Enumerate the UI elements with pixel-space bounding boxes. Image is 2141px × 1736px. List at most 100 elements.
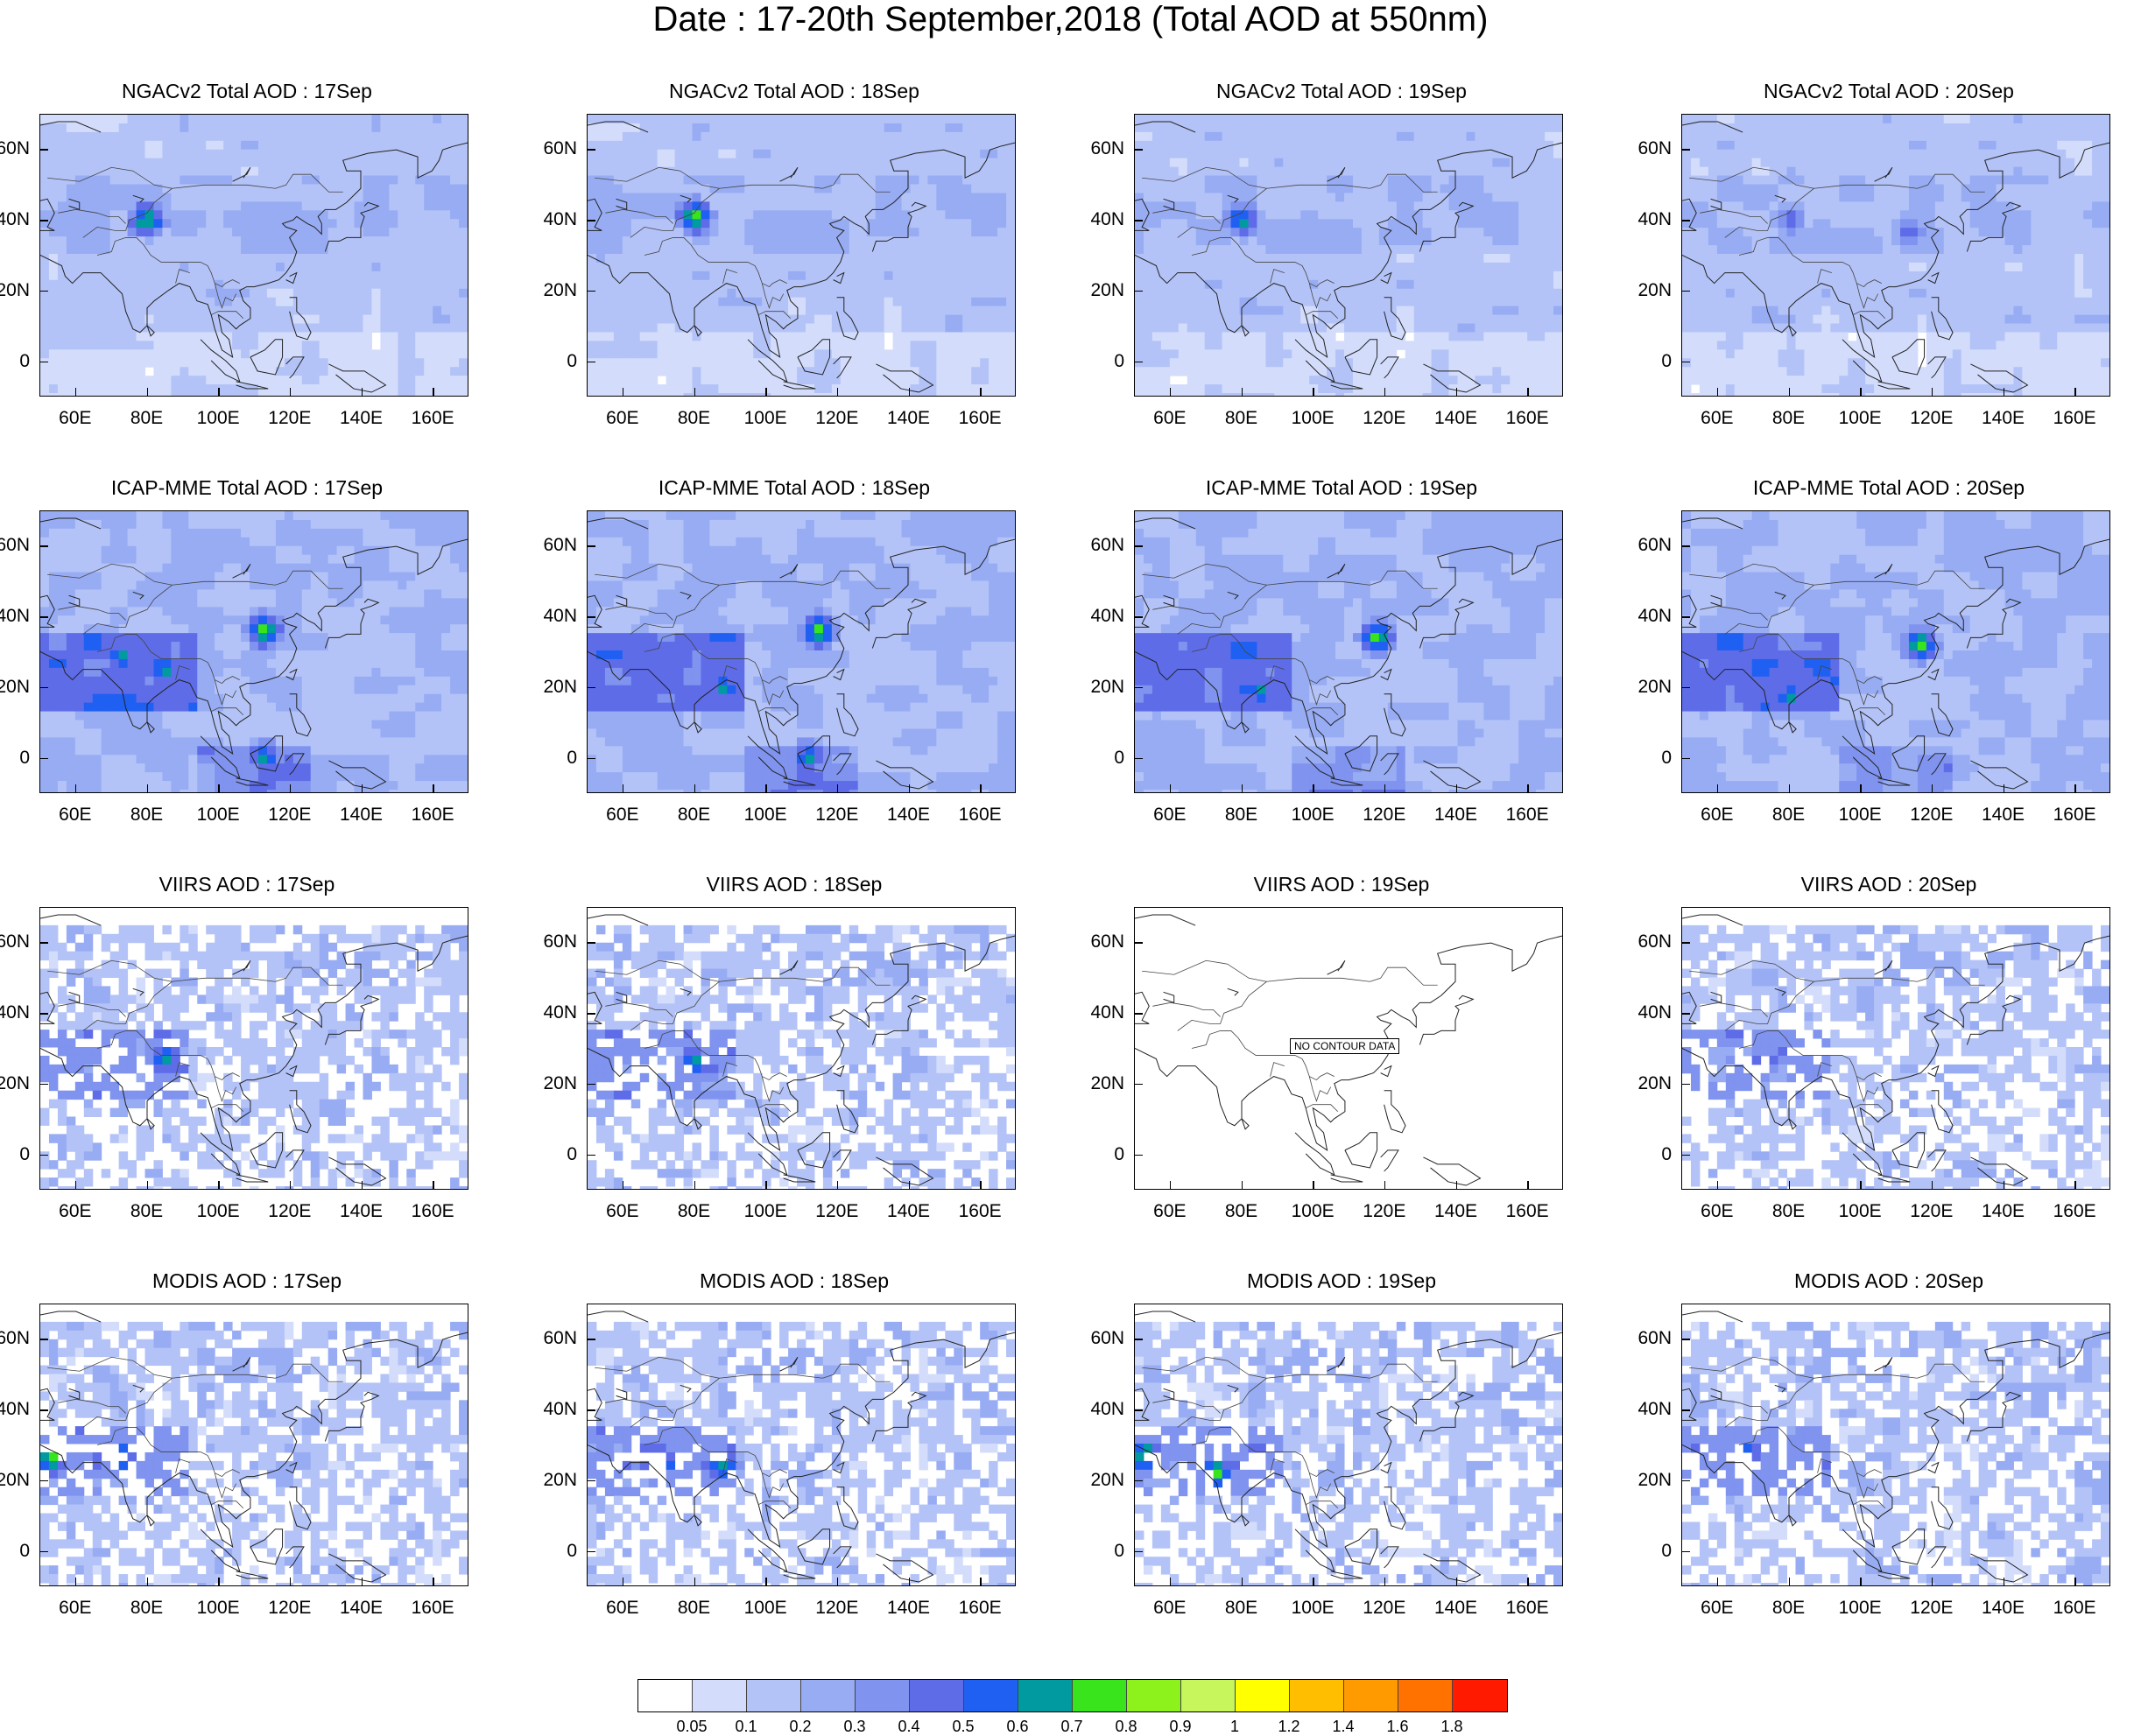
aod-cell: [649, 150, 658, 158]
aod-cell: [241, 254, 250, 263]
aod-cell: [919, 341, 927, 349]
aod-cell: [441, 324, 450, 333]
aod-cell: [1144, 393, 1152, 396]
aod-cell: [258, 376, 267, 384]
aod-cell: [337, 358, 346, 367]
aod-cell: [1318, 280, 1327, 289]
aod-cell: [605, 123, 614, 132]
aod-cell: [640, 150, 649, 158]
aod-cell: [927, 367, 936, 376]
aod-cell: [406, 115, 415, 123]
aod-cell: [806, 228, 814, 236]
aod-cell: [1265, 332, 1274, 341]
aod-cell: [1300, 193, 1309, 201]
aod-cell: [936, 219, 945, 228]
aod-cell: [1379, 332, 1388, 341]
aod-cell: [337, 245, 346, 254]
aod-cell: [849, 141, 858, 150]
aod-cell: [919, 315, 927, 324]
aod-cell: [380, 306, 389, 315]
aod-cell: [1161, 245, 1170, 254]
aod-cell: [153, 176, 162, 185]
aod-cell: [84, 141, 93, 150]
aod-cell: [1187, 210, 1196, 219]
aod-cell: [58, 167, 67, 176]
aod-cell: [1205, 158, 1214, 167]
aod-cell: [389, 115, 398, 123]
aod-cell: [215, 324, 223, 333]
aod-cell: [215, 228, 223, 236]
aod-cell: [1510, 358, 1518, 367]
aod-cell: [771, 254, 779, 263]
aod-cell: [1196, 376, 1205, 384]
aod-cell: [736, 306, 744, 315]
aod-cell: [1006, 393, 1015, 396]
aod-cell: [858, 384, 867, 393]
aod-cell: [363, 236, 371, 245]
aod-cell: [197, 315, 206, 324]
aod-cell: [1318, 384, 1327, 393]
aod-cell: [1283, 228, 1292, 236]
aod-cell: [84, 193, 93, 201]
aod-cell: [180, 358, 188, 367]
aod-cell: [1170, 367, 1179, 376]
aod-cell: [1501, 123, 1510, 132]
aod-cell: [380, 167, 389, 176]
aod-cell: [675, 115, 684, 123]
aod-cell: [858, 150, 867, 158]
aod-cell: [631, 298, 640, 306]
aod-cell: [1248, 132, 1257, 141]
aod-cell: [250, 298, 258, 306]
aod-cell: [206, 393, 215, 396]
aod-cell: [989, 393, 997, 396]
aod-cell: [596, 167, 605, 176]
aod-cell: [684, 245, 693, 254]
aod-cell: [867, 236, 876, 245]
aod-cell: [936, 210, 945, 219]
aod-cell: [1292, 254, 1300, 263]
x-tick: [362, 388, 363, 397]
aod-cell: [49, 150, 58, 158]
aod-cell: [1449, 332, 1458, 341]
aod-cell: [1449, 349, 1458, 358]
aod-cell: [380, 263, 389, 271]
aod-cell: [684, 341, 693, 349]
aod-cell: [631, 193, 640, 201]
aod-cell: [858, 393, 867, 396]
aod-cell: [623, 185, 631, 193]
aod-cell: [962, 263, 971, 271]
aod-cell: [320, 123, 328, 132]
y-tick-label: 60N: [0, 139, 30, 158]
aod-cell: [1205, 150, 1214, 158]
aod-cell: [1274, 158, 1283, 167]
aod-cell: [640, 376, 649, 384]
aod-cell: [1449, 158, 1458, 167]
aod-cell: [1457, 376, 1466, 384]
aod-cell: [980, 289, 989, 298]
aod-cell: [858, 228, 867, 236]
aod-cell: [363, 115, 371, 123]
aod-cell: [119, 367, 128, 376]
aod-cell: [137, 176, 145, 185]
aod-cell: [658, 193, 666, 201]
aod-cell: [1492, 324, 1501, 333]
aod-cell: [433, 245, 441, 254]
aod-cell: [328, 384, 337, 393]
aod-cell: [1161, 341, 1170, 349]
aod-cell: [1135, 332, 1144, 341]
aod-cell: [1274, 132, 1283, 141]
aod-cell: [1222, 167, 1231, 176]
aod-cell: [1222, 210, 1231, 219]
aod-cell: [1344, 132, 1353, 141]
aod-cell: [954, 393, 962, 396]
aod-cell: [902, 228, 911, 236]
aod-cell: [1405, 141, 1414, 150]
aod-cell: [727, 219, 736, 228]
aod-cell: [1397, 210, 1405, 219]
aod-cell: [206, 210, 215, 219]
aod-cell: [1205, 254, 1214, 263]
aod-cell: [1152, 341, 1161, 349]
aod-cell: [876, 324, 884, 333]
aod-cell: [1265, 176, 1274, 185]
aod-cell: [1187, 236, 1196, 245]
